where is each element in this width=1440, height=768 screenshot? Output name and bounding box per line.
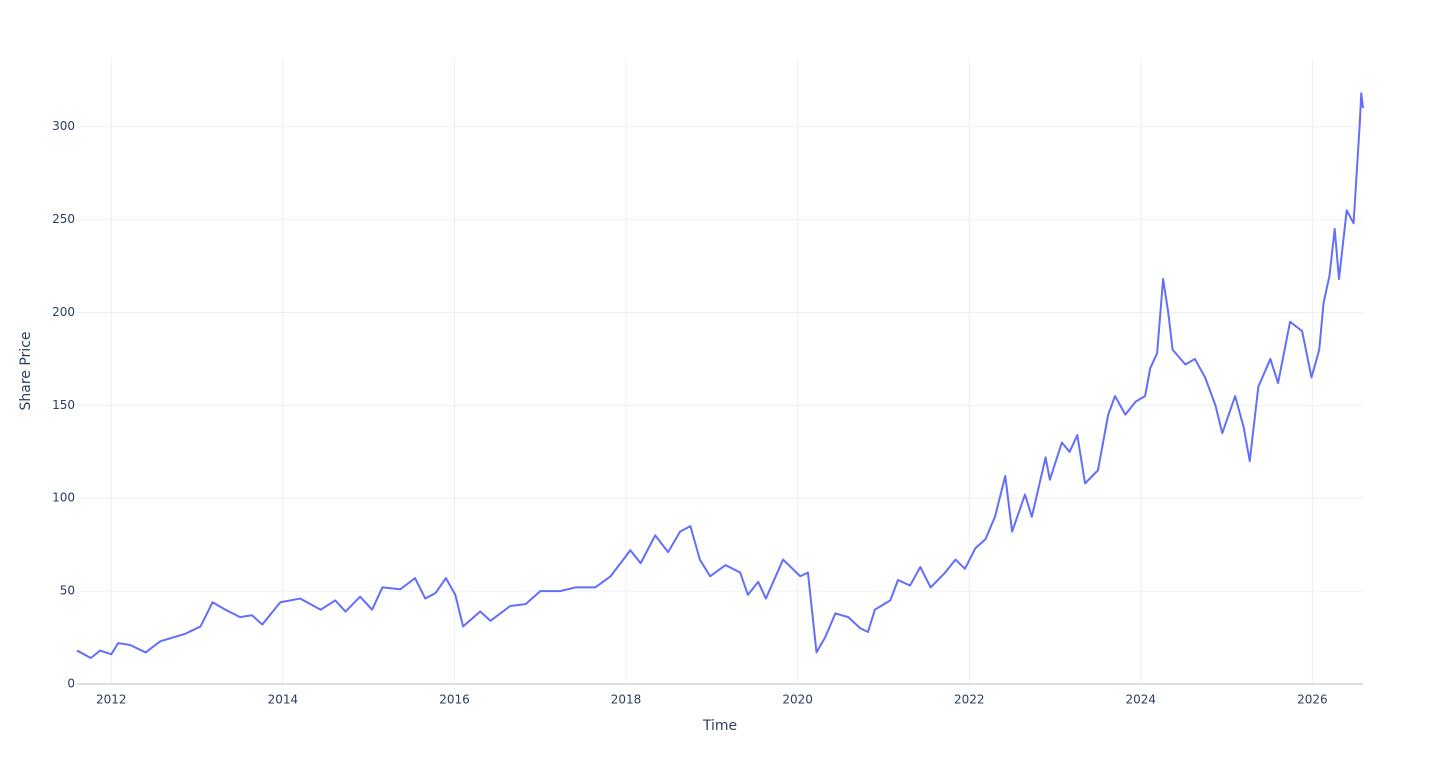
- y-tick-label: 50: [60, 584, 75, 598]
- x-tick-label: 2026: [1297, 693, 1328, 707]
- x-tick-label: 2014: [268, 693, 299, 707]
- x-tick-label: 2012: [96, 693, 127, 707]
- x-tick-label: 2020: [782, 693, 813, 707]
- x-axis-title: Time: [702, 718, 737, 734]
- price-line: [76, 92, 1364, 659]
- x-tick-label: 2024: [1126, 693, 1157, 707]
- x-tick-label: 2018: [611, 693, 642, 707]
- y-tick-label: 300: [52, 119, 75, 133]
- y-tick-label: 0: [67, 677, 75, 691]
- y-tick-label: 250: [52, 212, 75, 226]
- y-tick-label: 150: [52, 398, 75, 412]
- x-tick-label: 2022: [954, 693, 985, 707]
- y-tick-label: 200: [52, 305, 75, 319]
- y-axis-title: Share Price: [18, 331, 34, 410]
- x-tick-label: 2016: [439, 693, 470, 707]
- y-tick-label: 100: [52, 491, 75, 505]
